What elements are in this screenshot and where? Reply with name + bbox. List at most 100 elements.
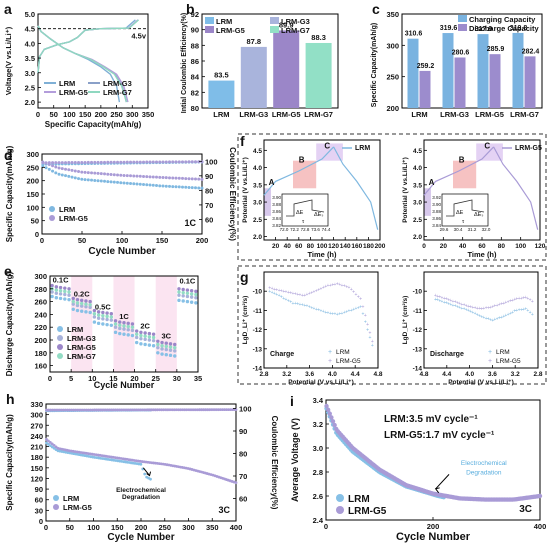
panel-e-point-LRM-G3 — [67, 293, 71, 297]
panel-letter-c: c — [372, 1, 380, 17]
panel-d-capacity-point-LRM-G5 — [145, 175, 149, 179]
panel-d-xtick-label: 50 — [78, 236, 86, 245]
panel-e-point-LRM — [185, 299, 190, 304]
panel-f-xtick-label: 200 — [375, 243, 386, 250]
panel-d-ytick-label: 0 — [35, 230, 39, 239]
panel-f-inset-xtick: 30.4 — [454, 227, 463, 232]
panel-f-region-label: C — [484, 142, 490, 151]
panel-g-marker-LRM: + — [310, 305, 313, 311]
panel-d-capacity-point-LRM-G5 — [158, 175, 162, 179]
panel-g-marker-LRM: + — [438, 298, 441, 304]
panel-f-legend-text: LRM-G5 — [515, 145, 542, 152]
panel-d-efficiency-point-LRM-G5 — [112, 160, 116, 164]
panel-e-point-LRM-G3 — [181, 294, 185, 298]
panel-d-capacity-point-LRM-G5 — [57, 166, 61, 170]
panel-g-xtick-label: 3.6 — [488, 371, 497, 378]
panel-d-capacity-point-LRM — [200, 186, 204, 190]
panel-d-efficiency-point-LRM-G5 — [44, 161, 48, 165]
panel-i-xtick-label: 200 — [427, 522, 440, 531]
panel-g-marker-LRM-G5: + — [306, 292, 309, 298]
panel-b-value-label: 89.9 — [279, 20, 294, 29]
panel-c-legend-marker — [458, 15, 467, 22]
panel-g-marker-LRM-G5: + — [436, 294, 439, 300]
panel-f-xtick-label: 40 — [459, 243, 467, 250]
panel-b-legend-marker — [270, 17, 279, 24]
panel-b-value-label: 88.3 — [311, 33, 326, 42]
panel-g-marker-LRM: + — [271, 290, 274, 296]
panel-d-capacity-point-LRM-G5 — [122, 173, 126, 177]
panel-e-ytick-label: 300 — [34, 272, 47, 281]
panel-d-efficiency-point-LRM-G5 — [132, 160, 136, 164]
panel-g-marker-LRM: + — [458, 305, 461, 311]
panel-a-discharge-LRM-G7 — [37, 25, 128, 103]
panel-letter-d: d — [4, 147, 13, 163]
panel-g-marker-LRM-G5: + — [329, 283, 332, 289]
panel-f-xtick-label: 140 — [340, 243, 351, 250]
panel-g-marker-LRM-G5: + — [275, 288, 278, 294]
panel-d-capacity-point-LRM-G5 — [96, 171, 100, 175]
panel-g-marker-LRM: + — [476, 312, 479, 318]
panel-d-capacity-point-LRM — [93, 178, 97, 182]
panel-h-capacity-point-LRM-G5 — [46, 439, 50, 443]
panel-g-marker-LRM: + — [518, 308, 521, 314]
panel-f-xtick-label: 60 — [478, 243, 486, 250]
panel-d-capacity-point-LRM — [145, 183, 149, 187]
panel-d-capacity-point-LRM-G5 — [77, 170, 81, 174]
panel-c-value-label: 285.9 — [487, 46, 505, 53]
panel-g-marker-LRM: + — [322, 309, 325, 315]
panel-d-capacity-point-LRM — [151, 183, 155, 187]
panel-e-ytick-label: 260 — [34, 298, 47, 307]
panel-e-point-LRM — [181, 299, 185, 303]
panel-d-capacity-point-LRM — [70, 175, 74, 179]
panel-e-point-LRM-G7 — [194, 292, 198, 297]
panel-g-marker-LRM-G5: + — [469, 305, 472, 311]
panel-d-ytick-label: 250 — [26, 163, 39, 172]
panel-d-capacity-point-LRM-G5 — [194, 177, 198, 181]
panel-f-ytick-label: 4.0 — [253, 165, 262, 172]
panel-e-point-LRM — [164, 353, 168, 357]
panel-f-region-a — [264, 188, 271, 216]
panel-d-capacity-point-LRM-G5 — [60, 167, 64, 171]
panel-h-xtick-label: 200 — [135, 523, 148, 532]
panel-d-efficiency-point-LRM-G5 — [67, 161, 71, 165]
panel-h-xtick-label: 100 — [87, 523, 100, 532]
panel-d-capacity-point-LRM — [135, 182, 139, 186]
panel-g-xtick-label: 2.8 — [259, 371, 268, 378]
panel-g-marker-LRM-G5: + — [518, 296, 521, 302]
panel-e-point-LRM-G7 — [164, 344, 168, 349]
panel-g-marker-LRM: + — [513, 309, 516, 315]
panel-f-ytick-label: 4.0 — [413, 165, 422, 172]
panel-d-capacity-point-LRM — [142, 183, 146, 187]
panel-d-efficiency-point-LRM-G5 — [70, 161, 74, 165]
panel-i-annotation-arrow — [435, 474, 450, 490]
panel-i-ylabel: Average Voltage (V) — [290, 418, 300, 502]
panel-g-marker-LRM: + — [520, 307, 523, 313]
panel-d-capacity-point-LRM — [171, 185, 175, 189]
panel-g-marker-LRM-G5: + — [460, 302, 463, 308]
panel-g-marker-LRM: + — [268, 289, 271, 295]
panel-i-decay-text: LRM-G5:1.7 mV cycle⁻¹ — [384, 430, 495, 441]
panel-e-point-LRM — [151, 344, 156, 348]
panel-e-point-LRM-G5 — [67, 287, 71, 291]
panel-g-marker-LRM-G5: + — [362, 305, 365, 311]
panel-e-rate-label: 0.1C — [53, 275, 69, 284]
panel-h-capacity-point-LRM — [143, 472, 147, 476]
panel-d-efficiency-point-LRM-G5 — [122, 160, 126, 164]
panel-e-point-LRM-G5 — [126, 321, 130, 326]
panel-g-marker-LRM: + — [502, 314, 505, 320]
panel-f-inset-label: τ — [462, 219, 465, 225]
panel-g-marker-LRM-G5: + — [507, 299, 510, 305]
panel-e-point-LRM-G7 — [84, 302, 88, 306]
panel-d-efficiency-point-LRM-G5 — [184, 160, 188, 164]
panel-h-xlabel: Cycle Number — [107, 532, 174, 543]
panel-d-capacity-point-LRM — [184, 185, 188, 189]
panel-letter-f: f — [240, 133, 245, 149]
panel-f-ytick-label: 4.5 — [413, 148, 422, 155]
panel-g-marker-LRM-G5: + — [364, 313, 367, 319]
panel-h-ytick-label: 120 — [30, 474, 43, 483]
panel-g-frame — [423, 271, 539, 369]
panel-e-point-LRM — [63, 297, 67, 301]
panel-g-marker-LRM-G5: + — [509, 299, 512, 305]
panel-d-efficiency-point-LRM-G5 — [83, 160, 87, 164]
panel-g-marker-LRM-G5: + — [478, 306, 481, 312]
